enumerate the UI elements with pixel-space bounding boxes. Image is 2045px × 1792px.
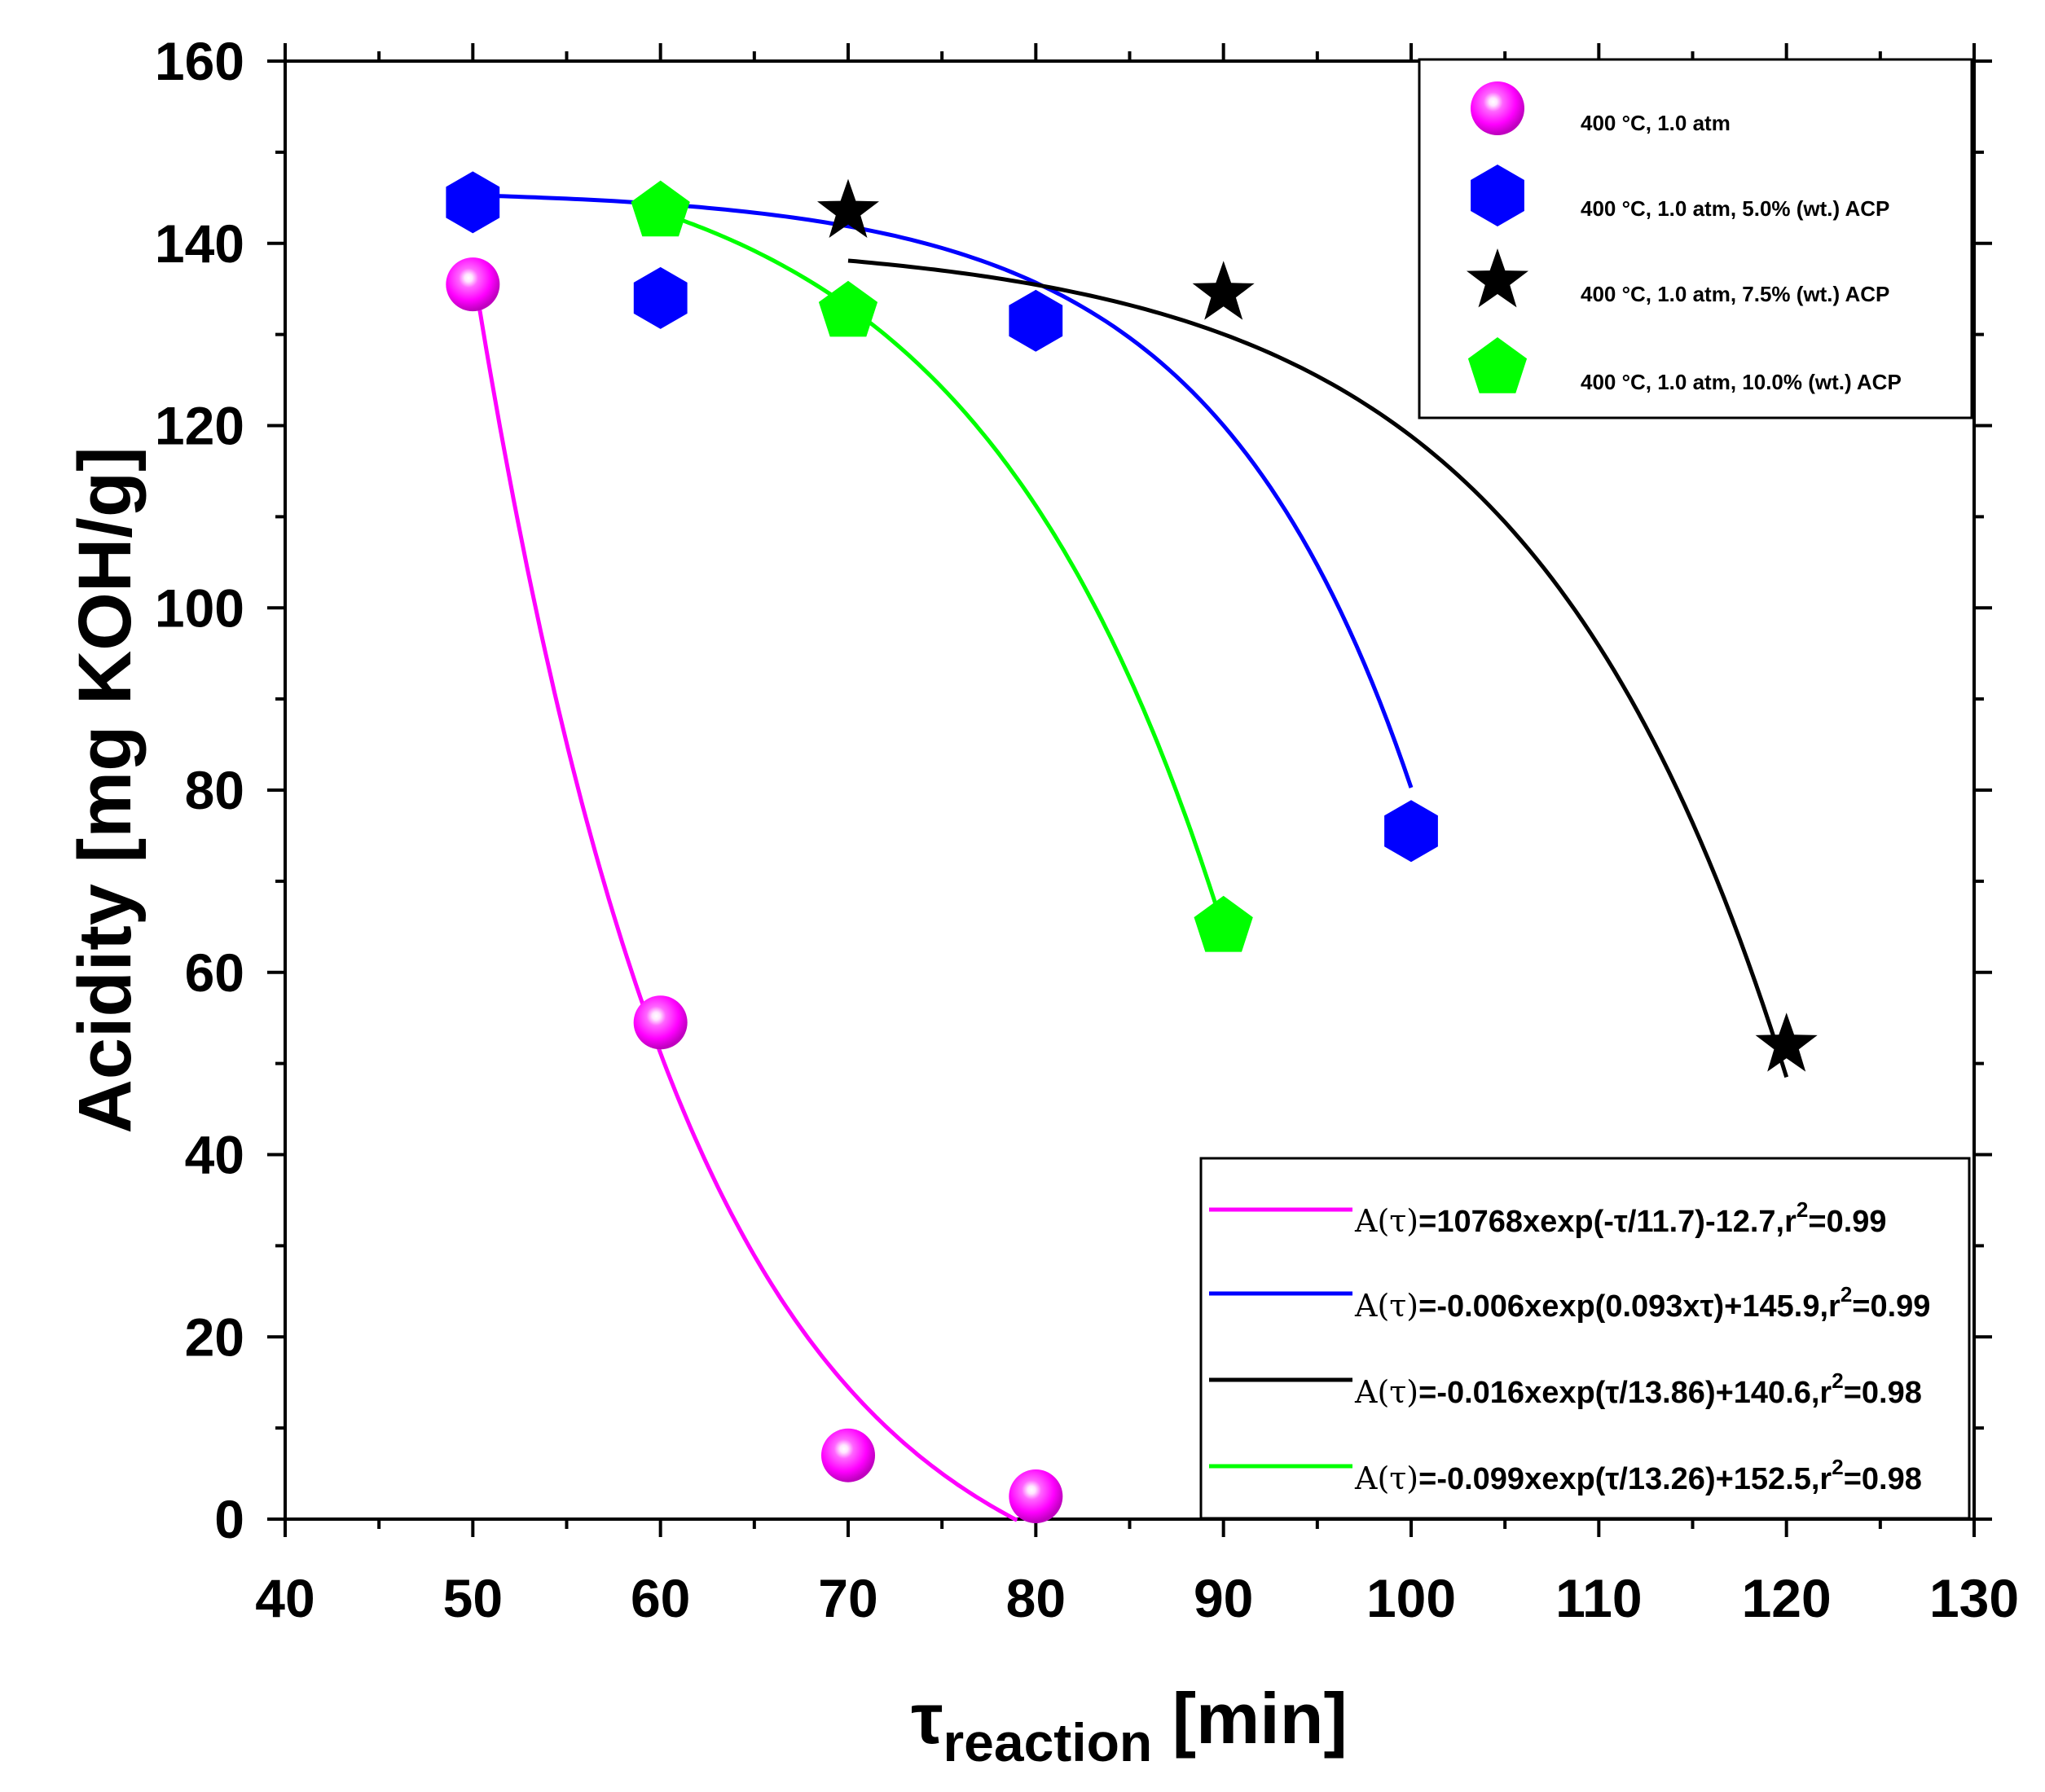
- legend-marker-0: [1471, 81, 1524, 135]
- y-tick-label: 120: [155, 396, 244, 456]
- data-point-1-3: [1384, 800, 1438, 863]
- data-point-0-3: [1009, 1469, 1063, 1524]
- data-point-2-1: [1192, 261, 1255, 320]
- x-tick-label: 40: [255, 1568, 314, 1628]
- data-point-2-2: [1755, 1012, 1818, 1072]
- x-tick-label: 90: [1194, 1568, 1253, 1628]
- x-tick-label: 130: [1929, 1568, 2019, 1628]
- legend-marker-1: [1471, 165, 1524, 226]
- legend-label-0: 400 °C, 1.0 atm: [1581, 111, 1731, 135]
- axis-ticks: [267, 43, 1992, 1537]
- data-point-1-0: [446, 171, 500, 234]
- fit-curve-3: [659, 210, 1226, 930]
- y-tick-labels: 0 20 40 60 80 100 120 140 160: [155, 31, 244, 1549]
- data-point-3-2: [1194, 895, 1253, 952]
- fit-curve-0: [470, 267, 1018, 1522]
- fit-curve-1: [473, 193, 1414, 788]
- x-tick-label: 70: [818, 1568, 877, 1628]
- legend-marker-2: [1467, 248, 1528, 308]
- x-axis-title-sub: reaction: [943, 1712, 1153, 1772]
- x-axis-title-unit: [min]: [1152, 1678, 1348, 1759]
- legend: 400 °C, 1.0 atm 400 °C, 1.0 atm, 5.0% (w…: [1418, 58, 1973, 419]
- x-tick-label: 80: [1006, 1568, 1066, 1628]
- fit-legend-box: [1199, 1157, 1971, 1520]
- data-point-1-1: [633, 266, 688, 329]
- data-points: [446, 171, 1818, 1524]
- y-tick-label: 0: [214, 1489, 244, 1549]
- y-tick-label: 60: [185, 942, 244, 1003]
- y-axis-title: Acidity [mg KOH/g]: [64, 446, 147, 1133]
- fit-curves: [470, 193, 1789, 1522]
- x-axis-title: τreaction [min]: [911, 1678, 1348, 1772]
- y-tick-label: 140: [155, 213, 244, 274]
- data-point-0-0: [446, 257, 500, 312]
- y-tick-label: 80: [185, 760, 244, 820]
- y-tick-label: 100: [155, 578, 244, 638]
- fit-equation-3: A(τ)=-0.099xexp(τ/13.26)+152.5,r2=0.98: [1354, 1455, 1922, 1496]
- data-point-0-1: [633, 995, 688, 1050]
- y-tick-label: 20: [185, 1307, 244, 1367]
- legend-label-3: 400 °C, 1.0 atm, 10.0% (wt.) ACP: [1581, 370, 1902, 394]
- data-point-1-2: [1009, 289, 1063, 352]
- x-tick-label: 120: [1742, 1568, 1832, 1628]
- fit-legend: A(τ)=10768xexp(-τ/11.7)-12.7,r2=0.99 A(τ…: [1199, 1157, 1971, 1520]
- fit-equation-2: A(τ)=-0.016xexp(τ/13.86)+140.6,r2=0.98: [1354, 1368, 1922, 1410]
- data-point-3-1: [818, 280, 878, 337]
- x-tick-label: 60: [631, 1568, 690, 1628]
- data-point-3-0: [631, 180, 690, 237]
- fit-equation-1: A(τ)=-0.006xexp(0.093xτ)+145.9,r2=0.99: [1354, 1282, 1930, 1324]
- y-tick-label: 40: [185, 1125, 244, 1185]
- x-tick-label: 110: [1555, 1568, 1642, 1628]
- legend-label-1: 400 °C, 1.0 atm, 5.0% (wt.) ACP: [1581, 196, 1889, 221]
- data-point-0-2: [821, 1428, 875, 1482]
- fit-equation-0: A(τ)=10768xexp(-τ/11.7)-12.7,r2=0.99: [1354, 1197, 1887, 1239]
- y-tick-label: 160: [155, 31, 244, 91]
- x-tick-label: 50: [443, 1568, 503, 1628]
- x-axis-title-tau: τ: [911, 1678, 943, 1759]
- legend-label-2: 400 °C, 1.0 atm, 7.5% (wt.) ACP: [1581, 282, 1889, 306]
- legend-marker-3: [1467, 337, 1528, 393]
- x-tick-labels: 40 50 60 70 80 90 100 110 120 130: [255, 1568, 2019, 1628]
- data-point-2-0: [817, 178, 879, 238]
- fit-curve-2: [847, 258, 1789, 1078]
- x-tick-label: 100: [1366, 1568, 1456, 1628]
